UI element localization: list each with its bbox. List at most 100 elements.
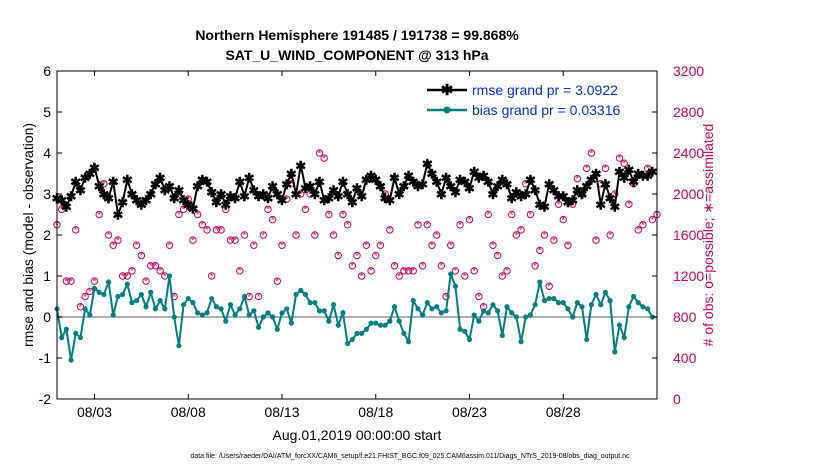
bias-point — [307, 300, 313, 306]
svg-text:*: * — [561, 215, 565, 225]
bias-point — [241, 293, 248, 300]
rmse-line — [56, 160, 653, 219]
svg-text:*: * — [501, 271, 505, 281]
obs-count-marker: * — [400, 266, 408, 276]
obs-count-marker: * — [118, 271, 127, 281]
obs-count-marker: * — [254, 292, 263, 302]
left-tick-label: 0 — [43, 309, 51, 325]
svg-text:*: * — [219, 225, 223, 235]
bias-point — [607, 298, 613, 304]
bias-point — [326, 318, 332, 324]
rmse-point: ✱ — [206, 185, 217, 200]
legend-rmse-label: rmse grand pr = 3.0922 — [472, 82, 618, 98]
bias-point — [471, 312, 477, 318]
svg-text:*: * — [308, 189, 312, 199]
svg-text:*: * — [454, 266, 458, 276]
rmse-point: ✱ — [347, 195, 358, 210]
rmse-point: ✱ — [595, 197, 606, 212]
bias-point — [532, 302, 538, 308]
svg-text:*: * — [636, 225, 640, 235]
obs-count-marker: * — [72, 225, 80, 235]
svg-text:*: * — [547, 282, 551, 292]
obs-count-marker: * — [493, 251, 502, 261]
obs-count-marker: * — [207, 271, 216, 281]
svg-text:*: * — [407, 266, 411, 276]
svg-text:*: * — [468, 215, 472, 225]
svg-text:*: * — [383, 189, 387, 199]
obs-count-marker: * — [536, 246, 544, 256]
obs-count-marker: * — [601, 164, 610, 174]
rmse-point: ✱ — [581, 179, 592, 194]
rmse-point: ✱ — [164, 179, 175, 194]
svg-text:*: * — [421, 261, 425, 271]
obs-count-marker: * — [559, 215, 567, 225]
rmse-point: ✱ — [211, 195, 222, 210]
rmse-point: ✱ — [342, 187, 353, 202]
svg-text:*: * — [168, 241, 172, 251]
rmse-point: ✱ — [408, 175, 419, 190]
rmse-point: ✱ — [248, 183, 259, 198]
rmse-point: ✱ — [431, 175, 442, 190]
left-axis-ticks: -2 -1 0 1 2 3 4 5 6 — [39, 63, 62, 407]
bias-point — [405, 339, 412, 345]
bias-point — [387, 318, 393, 324]
obs-count-marker: * — [376, 241, 385, 251]
bias-point — [420, 312, 426, 318]
svg-text:*: * — [590, 148, 594, 158]
obs-count-marker: * — [348, 261, 357, 271]
rmse-point: ✱ — [562, 195, 573, 210]
svg-text:*: * — [215, 225, 219, 235]
right-tick-label: 800 — [673, 309, 697, 325]
bias-point — [602, 289, 609, 295]
rmse-point: ✱ — [427, 167, 438, 182]
bias-point — [598, 302, 604, 308]
rmse-point: ✱ — [492, 179, 503, 194]
right-tick-label: 3200 — [673, 63, 704, 79]
bias-point — [157, 298, 163, 304]
obs-count-marker: * — [470, 266, 478, 276]
svg-text:*: * — [102, 179, 106, 189]
rmse-point: ✱ — [366, 169, 377, 184]
obs-count-marker: * — [484, 210, 492, 220]
bias-point — [171, 314, 177, 320]
rmse-point: ✱ — [577, 187, 588, 202]
rmse-point: ✱ — [520, 187, 531, 202]
rmse-point: ✱ — [516, 189, 527, 204]
svg-text:*: * — [651, 215, 655, 225]
obs-count-marker: * — [498, 271, 507, 281]
obs-count-marker: * — [507, 210, 516, 220]
rmse-point: ✱ — [80, 171, 91, 186]
rmse-point: ✱ — [628, 175, 639, 190]
obs-count-marker: * — [432, 230, 441, 240]
rmse-point: ✱ — [94, 179, 105, 194]
bias-point — [101, 291, 107, 298]
svg-text:*: * — [435, 230, 439, 240]
svg-text:*: * — [360, 271, 364, 281]
bias-point — [77, 334, 84, 341]
svg-text:*: * — [355, 251, 359, 261]
obs-count-marker: * — [428, 241, 436, 251]
svg-text:*: * — [496, 251, 500, 261]
svg-text:*: * — [238, 266, 242, 276]
legend: ✱ rmse grand pr = 3.0922 bias grand pr =… — [420, 78, 652, 122]
svg-text:*: * — [285, 194, 289, 204]
svg-text:*: * — [585, 164, 589, 174]
bias-point — [63, 326, 69, 332]
y-axis-left-label: rmse and bias (model - observation) — [20, 123, 36, 347]
obs-count-marker: * — [67, 276, 75, 286]
obs-count-marker: * — [104, 230, 113, 240]
rmse-point: ✱ — [281, 177, 292, 192]
svg-text:*: * — [69, 276, 73, 286]
rmse-point: ✱ — [230, 191, 241, 206]
bias-point — [152, 306, 159, 312]
obs-count-marker: * — [81, 292, 89, 302]
bias-point — [298, 287, 304, 293]
svg-text:*: * — [411, 266, 415, 276]
obs-count-marker: * — [282, 194, 291, 204]
svg-text:*: * — [341, 210, 345, 220]
bias-point — [129, 300, 135, 306]
obs-count-marker: * — [353, 251, 361, 261]
bias-point — [349, 336, 355, 343]
obs-count-marker: * — [611, 189, 619, 199]
rmse-point: ✱ — [108, 175, 119, 190]
